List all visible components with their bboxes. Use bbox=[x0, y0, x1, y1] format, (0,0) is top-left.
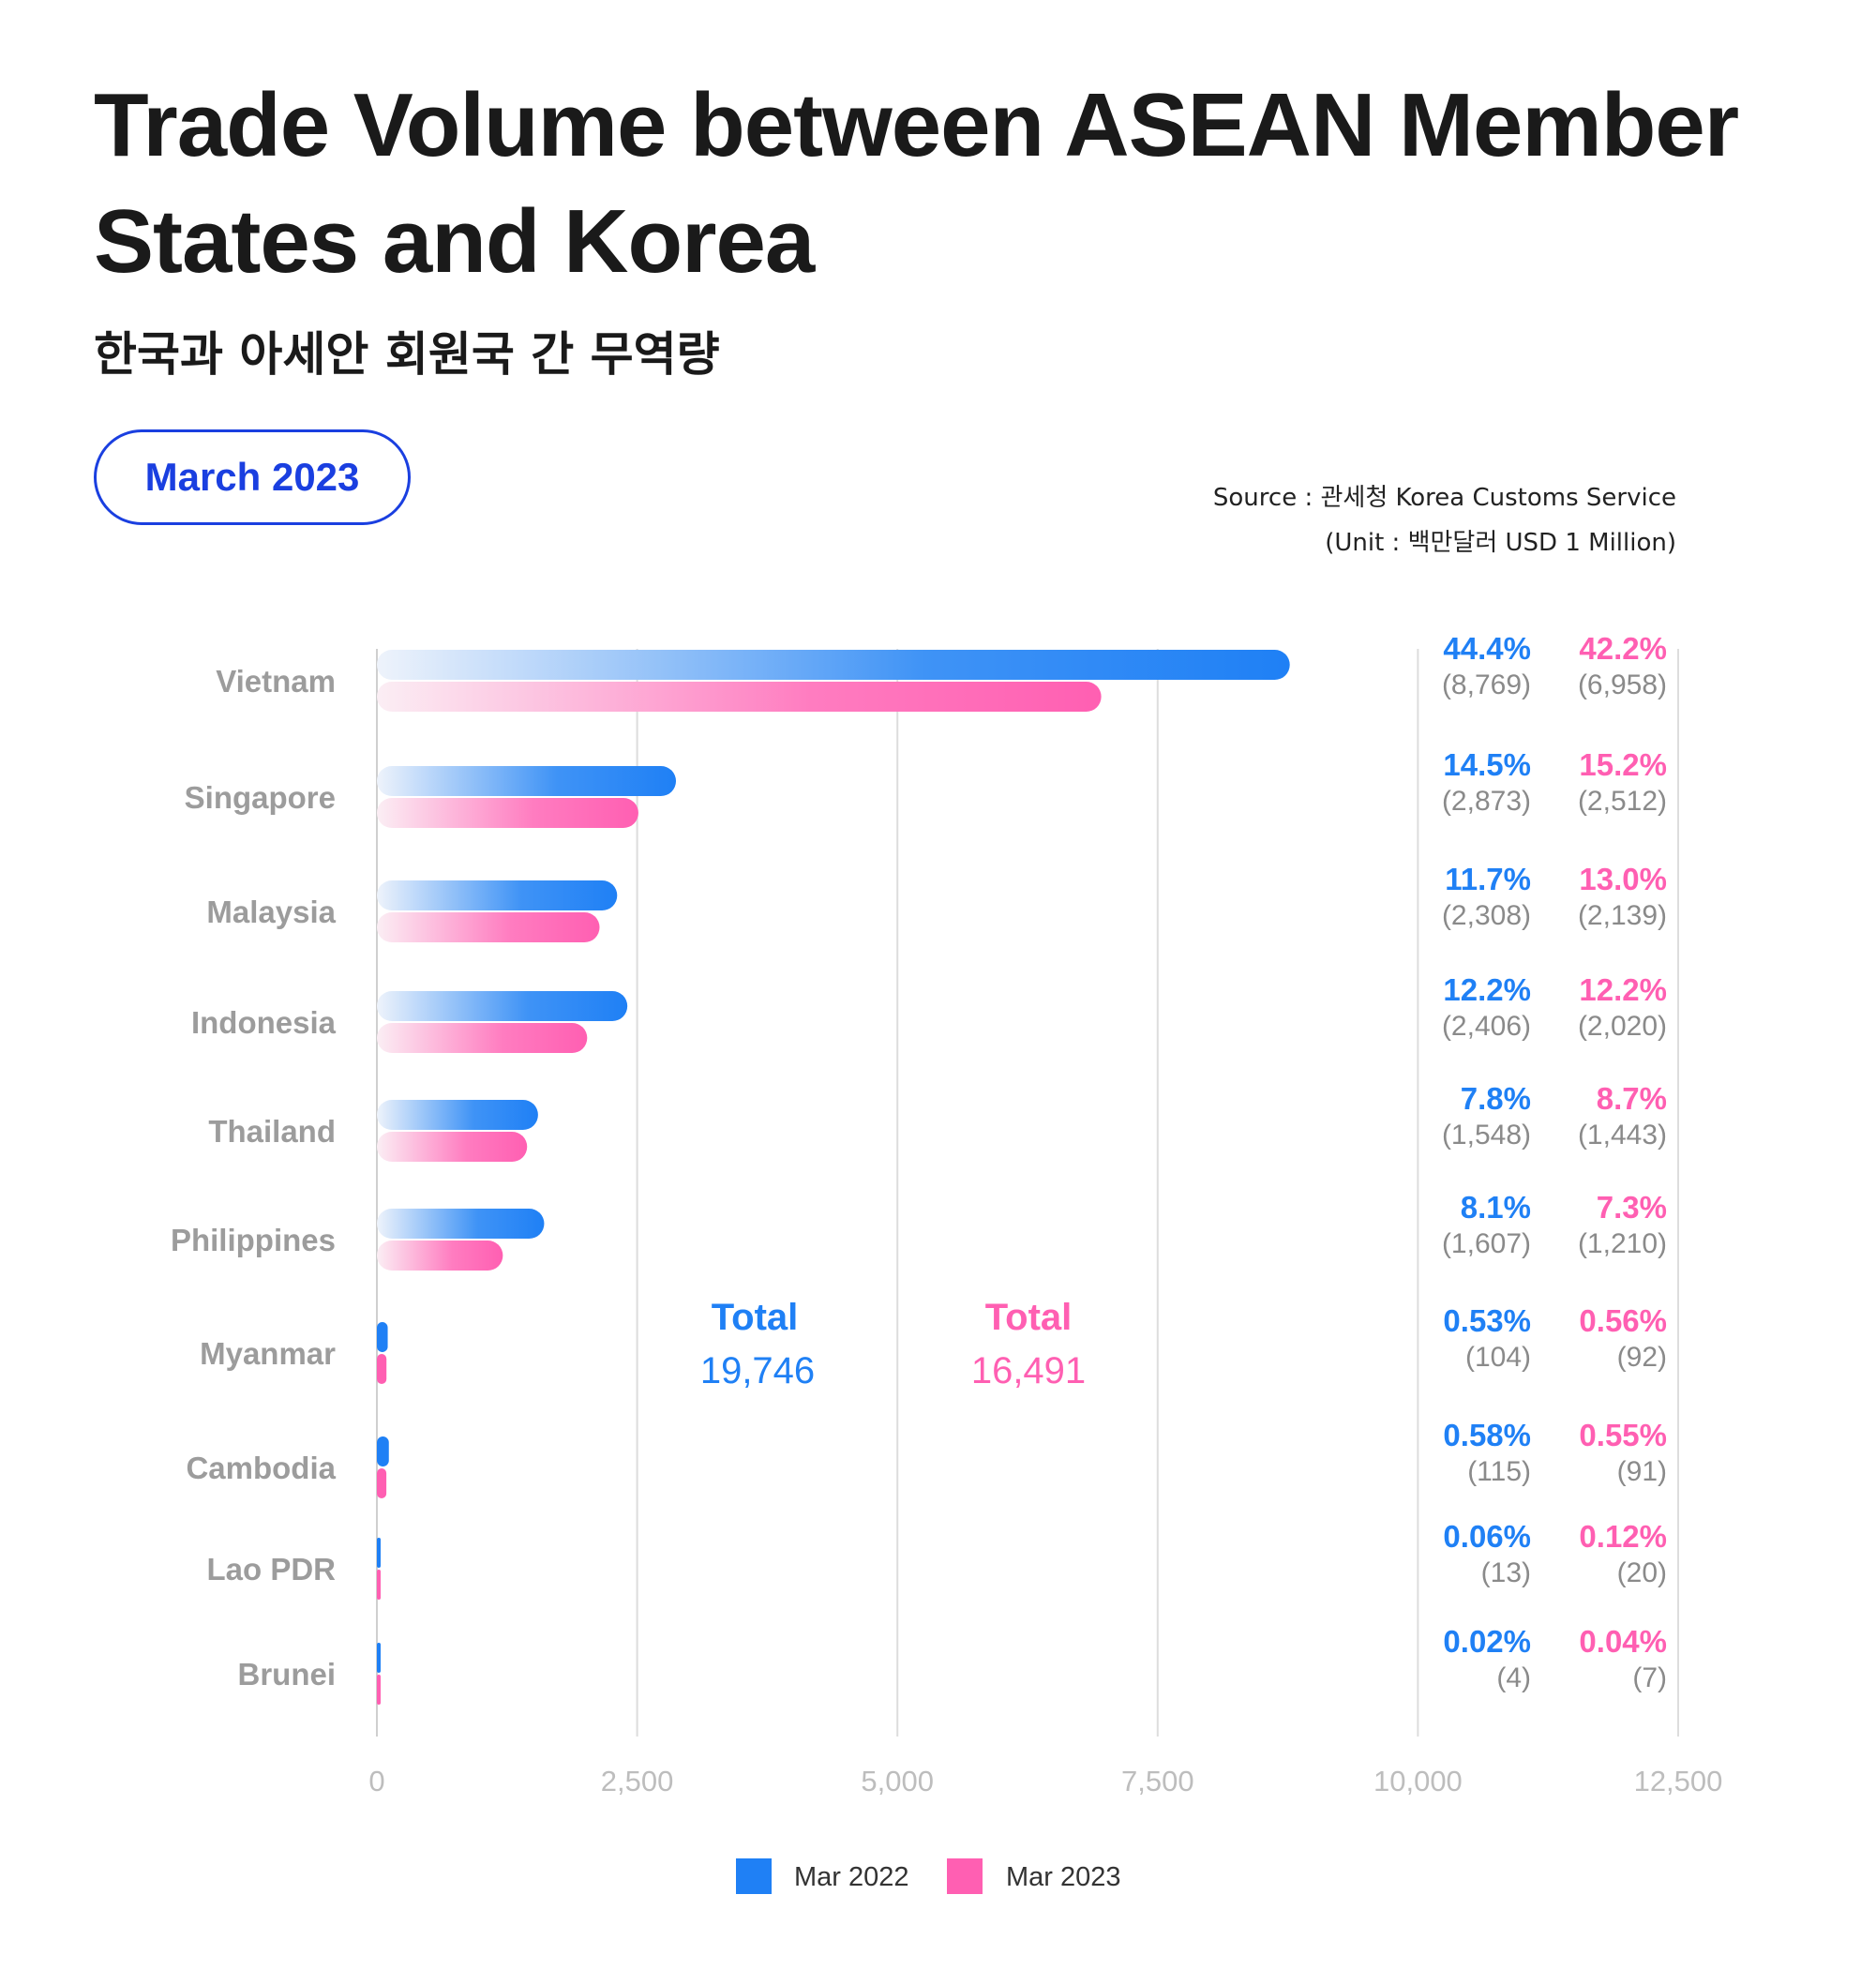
legend-label-2022: Mar 2022 bbox=[794, 1862, 909, 1892]
share-label: 0.55% bbox=[1579, 1418, 1667, 1452]
category-label: Brunei bbox=[237, 1657, 336, 1692]
value-label: (2,406) bbox=[1442, 1011, 1531, 1042]
category-label: Cambodia bbox=[186, 1451, 336, 1485]
value-label: (1,548) bbox=[1442, 1120, 1531, 1150]
x-tick-label: 2,500 bbox=[601, 1765, 674, 1797]
value-label: (92) bbox=[1617, 1342, 1667, 1373]
value-label: (7) bbox=[1632, 1662, 1667, 1693]
share-label: 0.56% bbox=[1579, 1303, 1667, 1338]
bar-2022 bbox=[377, 1100, 538, 1130]
category-label: Vietnam bbox=[216, 664, 336, 699]
share-label: 11.7% bbox=[1445, 862, 1531, 896]
share-label: 15.2% bbox=[1579, 747, 1667, 782]
x-tick-label: 7,500 bbox=[1121, 1765, 1194, 1797]
legend-label-2023: Mar 2023 bbox=[1006, 1862, 1121, 1892]
bar-2022 bbox=[377, 1436, 389, 1466]
bar-2023 bbox=[377, 1023, 588, 1053]
value-label: (2,020) bbox=[1578, 1011, 1667, 1042]
share-label: 7.3% bbox=[1597, 1190, 1667, 1225]
bar-2022 bbox=[377, 991, 628, 1021]
bar-2023 bbox=[377, 1675, 381, 1705]
share-label: 14.5% bbox=[1443, 747, 1531, 782]
total-2023-label: Total bbox=[985, 1297, 1073, 1338]
legend: Mar 2022 Mar 2023 bbox=[736, 1858, 1121, 1894]
value-label: (1,607) bbox=[1442, 1228, 1531, 1259]
bar-2023 bbox=[377, 1570, 381, 1600]
x-tick-label: 10,000 bbox=[1373, 1765, 1463, 1797]
share-labels: 44.4%(8,769) 42.2%(6,958) 14.5% (2,873) 15.2… bbox=[1442, 631, 1667, 1693]
legend-swatch-2022 bbox=[736, 1858, 772, 1894]
bar-2022 bbox=[377, 766, 677, 796]
value-label: (6,958) bbox=[1578, 669, 1667, 700]
share-label: 44.4% bbox=[1443, 631, 1531, 666]
value-label: (115) bbox=[1467, 1456, 1531, 1487]
value-label: (104) bbox=[1465, 1342, 1531, 1373]
share-label: 42.2% bbox=[1579, 631, 1667, 666]
bar-2023 bbox=[377, 912, 600, 942]
value-label: (20) bbox=[1617, 1557, 1667, 1588]
x-tick-label: 0 bbox=[368, 1765, 384, 1797]
category-label: Singapore bbox=[185, 780, 336, 815]
bar-2022 bbox=[377, 1322, 388, 1352]
category-label: Indonesia bbox=[191, 1005, 337, 1040]
share-label: 0.04% bbox=[1579, 1624, 1667, 1659]
bar-2022 bbox=[377, 1643, 381, 1673]
share-label: 8.7% bbox=[1597, 1081, 1667, 1116]
x-axis-ticks: 0 2,500 5,000 7,500 10,000 12,500 bbox=[368, 1765, 1722, 1797]
total-2023-value: 16,491 bbox=[971, 1350, 1086, 1391]
category-label: Lao PDR bbox=[206, 1552, 336, 1587]
total-2022-label: Total bbox=[712, 1297, 799, 1338]
category-label: Thailand bbox=[208, 1114, 336, 1149]
bar-2023 bbox=[377, 682, 1102, 712]
share-label: 7.8% bbox=[1461, 1081, 1531, 1116]
share-label: 0.06% bbox=[1443, 1519, 1531, 1554]
value-label: (1,210) bbox=[1578, 1228, 1667, 1259]
bar-2023 bbox=[377, 1354, 387, 1384]
chart-title: Trade Volume between ASEAN Member States… bbox=[94, 75, 1739, 292]
category-label: Philippines bbox=[171, 1223, 336, 1257]
x-tick-label: 5,000 bbox=[861, 1765, 934, 1797]
x-tick-label: 12,500 bbox=[1634, 1765, 1723, 1797]
chart-subtitle: 한국과 아세안 회원국 간 무역량 bbox=[94, 327, 720, 382]
source-note: Source : 관세청 Korea Customs Service bbox=[1212, 484, 1676, 512]
share-label: 13.0% bbox=[1579, 862, 1667, 896]
category-label: Malaysia bbox=[206, 895, 336, 929]
bar-2022 bbox=[377, 650, 1290, 680]
unit-note: (Unit : 백만달러 USD 1 Million) bbox=[1325, 529, 1676, 557]
bar-2023 bbox=[377, 1241, 503, 1271]
bar-2023 bbox=[377, 1132, 528, 1162]
value-label: (2,873) bbox=[1442, 786, 1531, 817]
value-label: (2,512) bbox=[1578, 786, 1667, 817]
date-badge: March 2023 bbox=[94, 429, 411, 525]
share-label: 8.1% bbox=[1461, 1190, 1531, 1225]
value-label: (91) bbox=[1617, 1456, 1667, 1487]
value-label: (1,443) bbox=[1578, 1120, 1667, 1150]
share-label: 12.2% bbox=[1579, 972, 1667, 1007]
share-label: 0.02% bbox=[1443, 1624, 1531, 1659]
share-label: 0.58% bbox=[1443, 1418, 1531, 1452]
value-label: (2,308) bbox=[1442, 900, 1531, 931]
bars bbox=[377, 650, 1290, 1705]
bar-2022 bbox=[377, 880, 618, 910]
legend-swatch-2023 bbox=[947, 1858, 983, 1894]
bar-2023 bbox=[377, 1468, 387, 1498]
share-label: 0.12% bbox=[1579, 1519, 1667, 1554]
value-label: (4) bbox=[1496, 1662, 1531, 1693]
bar-2022 bbox=[377, 1209, 545, 1239]
value-label: (13) bbox=[1481, 1557, 1531, 1588]
bar-2023 bbox=[377, 798, 638, 828]
category-label: Myanmar bbox=[200, 1336, 336, 1371]
value-label: (8,769) bbox=[1442, 669, 1531, 700]
total-2022-value: 19,746 bbox=[700, 1350, 815, 1391]
category-labels: Vietnam Singapore Malaysia Indonesia Thailan… bbox=[171, 664, 337, 1692]
value-label: (2,139) bbox=[1578, 900, 1667, 931]
share-label: 0.53% bbox=[1443, 1303, 1531, 1338]
share-label: 12.2% bbox=[1443, 972, 1531, 1007]
bar-2022 bbox=[377, 1538, 381, 1568]
